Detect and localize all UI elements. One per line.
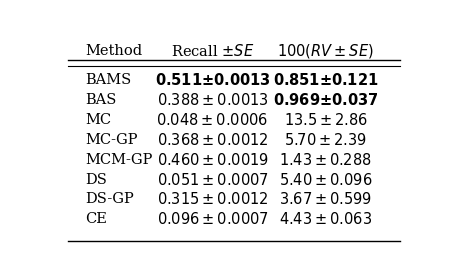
- Text: $13.5\pm 2.86$: $13.5\pm 2.86$: [283, 112, 367, 128]
- Text: $0.368\pm 0.0012$: $0.368\pm 0.0012$: [157, 132, 268, 148]
- Text: $0.096\pm 0.0007$: $0.096\pm 0.0007$: [156, 211, 268, 227]
- Text: DS-GP: DS-GP: [85, 192, 134, 206]
- Text: $5.40\pm 0.096$: $5.40\pm 0.096$: [278, 172, 371, 187]
- Text: $\mathbf{0.511{\pm}0.0013}$: $\mathbf{0.511{\pm}0.0013}$: [154, 72, 270, 88]
- Text: Method: Method: [85, 44, 142, 58]
- Text: MC: MC: [85, 113, 111, 127]
- Text: $\mathbf{0.851{\pm}0.121}$: $\mathbf{0.851{\pm}0.121}$: [272, 72, 378, 88]
- Text: BAS: BAS: [85, 93, 116, 107]
- Text: $3.67\pm 0.599$: $3.67\pm 0.599$: [278, 191, 371, 207]
- Text: $0.048\pm 0.0006$: $0.048\pm 0.0006$: [156, 112, 268, 128]
- Text: $5.70\pm 2.39$: $5.70\pm 2.39$: [283, 132, 366, 148]
- Text: $0.051\pm 0.0007$: $0.051\pm 0.0007$: [156, 172, 268, 187]
- Text: $0.460\pm 0.0019$: $0.460\pm 0.0019$: [156, 152, 268, 168]
- Text: $\mathbf{0.969{\pm}0.037}$: $\mathbf{0.969{\pm}0.037}$: [272, 92, 378, 108]
- Text: $4.43\pm 0.063$: $4.43\pm 0.063$: [278, 211, 371, 227]
- Text: $1.43\pm 0.288$: $1.43\pm 0.288$: [278, 152, 371, 168]
- Text: MCM-GP: MCM-GP: [85, 153, 152, 167]
- Text: CE: CE: [85, 212, 107, 226]
- Text: $0.388\pm 0.0013$: $0.388\pm 0.0013$: [157, 92, 268, 108]
- Text: $0.315\pm 0.0012$: $0.315\pm 0.0012$: [157, 191, 268, 207]
- Text: DS: DS: [85, 173, 107, 187]
- Text: Recall $\pm SE$: Recall $\pm SE$: [171, 43, 253, 59]
- Text: BAMS: BAMS: [85, 73, 131, 87]
- Text: $100(RV \pm SE)$: $100(RV \pm SE)$: [277, 42, 373, 60]
- Text: MC-GP: MC-GP: [85, 133, 137, 147]
